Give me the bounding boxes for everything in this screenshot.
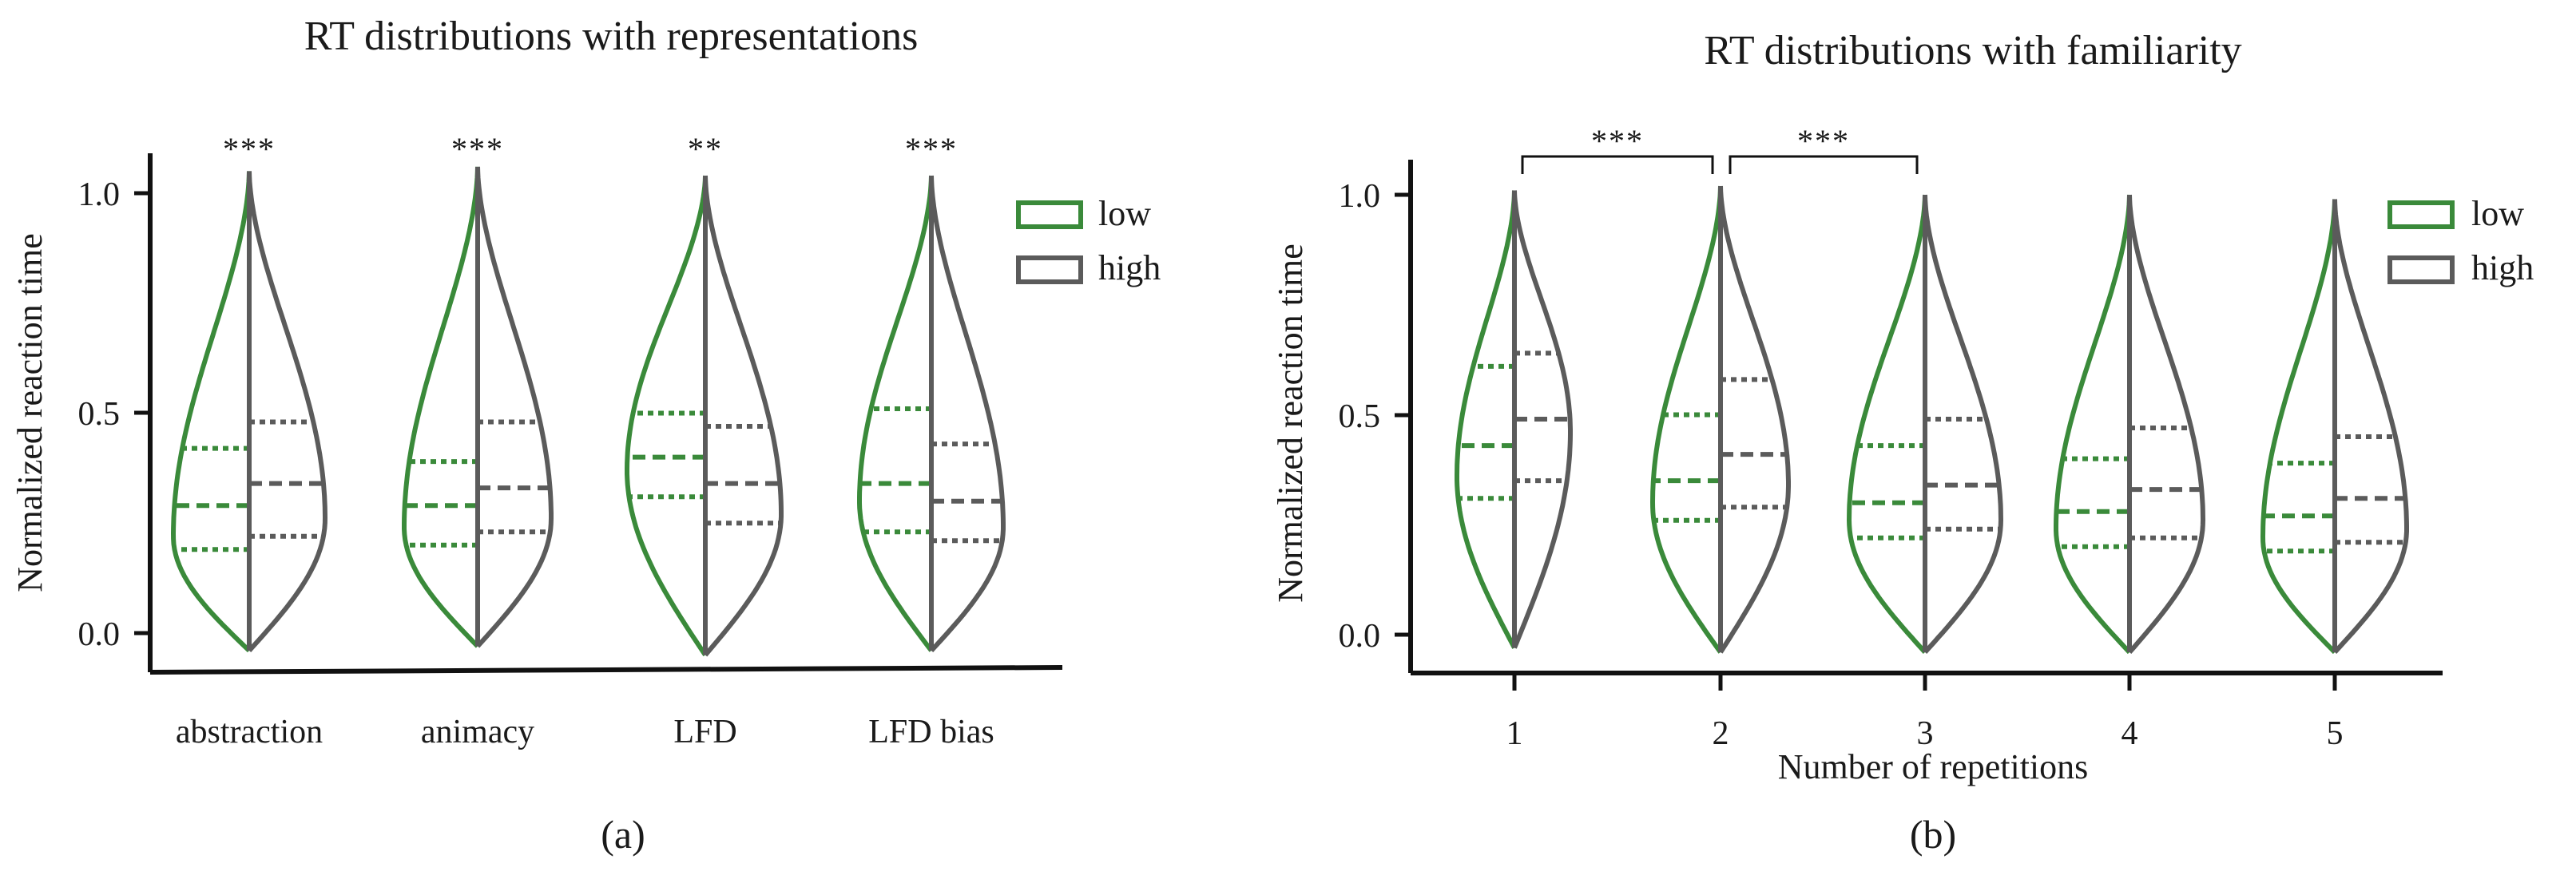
panel-a-legend-low-swatch	[1016, 200, 1083, 229]
panel-b-violin-low-3	[2054, 194, 2132, 655]
panel-a-ylabel: Normalized reaction time	[10, 233, 50, 592]
panel-b-bracket-1-2: ***	[1521, 123, 1714, 174]
panel-b-violin-outline-low-4	[2260, 199, 2337, 655]
panel-a-legend-low-label: low	[1098, 194, 1151, 233]
panel-a-legend-high-label: high	[1098, 248, 1161, 287]
panel-a-violin-outline-high-1	[475, 166, 554, 648]
panel-b-xtick-label-3: 4	[2122, 715, 2138, 752]
panel-b-legend-low-label: low	[2471, 194, 2524, 233]
panel-b-violin-outline-high-1	[1718, 185, 1791, 654]
panel-b-violin-outline-low-0	[1455, 190, 1517, 649]
panel-a-significance-0: ***	[223, 131, 276, 167]
panel-b-legend: low high	[2387, 194, 2534, 287]
panel-b-violin-outline-high-3	[2127, 194, 2205, 654]
panel-b-bracket-1-2-line	[1521, 155, 1714, 174]
panel-a-label: (a)	[601, 812, 645, 857]
panel-b-legend-high-swatch	[2387, 255, 2455, 284]
panel-b-ytick-label-1: 0.5	[1339, 398, 1381, 435]
panel-b-violin-outline-low-2	[1847, 194, 1927, 655]
panel-a-violin-low-1	[402, 166, 480, 648]
panel-b-legend-low-swatch	[2387, 200, 2455, 229]
panel-a-violin-high-3	[929, 175, 1006, 653]
panel-b-violin-low-4	[2260, 199, 2337, 655]
panel-a-violin-outline-high-2	[703, 175, 784, 657]
panel-b-ylabel: Normalized reaction time	[1271, 243, 1310, 603]
panel-b-violin-high-3	[2127, 194, 2205, 654]
panel-b-xtick-label-4: 5	[2327, 715, 2344, 752]
panel-a: RT distributions with representations 0.…	[10, 14, 1161, 857]
panel-a-significance-2: **	[688, 131, 723, 167]
panel-b-title: RT distributions with familiarity	[1704, 28, 2241, 73]
panel-b-xtick-label-1: 2	[1713, 715, 1729, 752]
panel-a-violin-high-2	[703, 175, 784, 657]
panel-b-violin-low-1	[1650, 185, 1723, 654]
panel-b-bracket-2-3-line	[1729, 155, 1919, 174]
panel-b-violin-high-4	[2332, 199, 2409, 655]
panel-a-x-axis	[149, 665, 1063, 675]
panel-a-violin-outline-low-1	[402, 166, 480, 648]
panel-b-bracket-1-2-label: ***	[1591, 123, 1644, 159]
panel-a-violin-outline-low-3	[857, 175, 934, 652]
panel-a-significance-1: ***	[451, 131, 504, 167]
panel-a-xtick-label-3: LFD bias	[868, 714, 994, 750]
panel-a-xtick-label-2: LFD	[673, 714, 736, 750]
panel-b-label: (b)	[1910, 812, 1956, 857]
panel-a-violin-outline-high-0	[247, 171, 327, 653]
panel-a-ytick-label-0: 0.0	[78, 616, 121, 653]
panel-b-violin-outline-low-1	[1650, 185, 1723, 654]
panel-b-ytick-label-0: 0.0	[1339, 618, 1381, 655]
panel-b-violins	[1455, 185, 2409, 655]
panel-a-violins	[171, 166, 1006, 657]
panel-b-violin-low-2	[1847, 194, 1927, 655]
panel-a-violin-low-0	[171, 171, 252, 653]
panel-a-significance-3: ***	[905, 131, 958, 167]
panel-a-legend: low high	[1016, 194, 1161, 287]
panel-a-violin-low-3	[857, 175, 934, 652]
panel-b-violin-outline-low-3	[2054, 194, 2132, 655]
panel-a-title: RT distributions with representations	[304, 14, 919, 59]
panel-b-bracket-2-3: ***	[1729, 123, 1919, 174]
panel-b-violin-outline-high-4	[2332, 199, 2409, 655]
panel-b-violin-high-0	[1512, 190, 1573, 649]
panel-a-legend-high-swatch	[1016, 255, 1083, 284]
panel-b-violin-high-1	[1718, 185, 1791, 654]
panel-b-xtick-label-2: 3	[1917, 715, 1934, 752]
panel-b-bracket-2-3-label: ***	[1797, 123, 1850, 159]
panel-b-violin-outline-high-2	[1923, 194, 2003, 655]
panel-a-ytick-label-2: 1.0	[78, 176, 121, 213]
panel-a-violin-outline-low-2	[625, 175, 708, 657]
panel-a-xtick-label-0: abstraction	[176, 714, 323, 750]
panel-a-violin-outline-high-3	[929, 175, 1006, 653]
panel-a-ytick-label-1: 0.5	[78, 396, 121, 433]
panel-b-xtick-label-0: 1	[1506, 715, 1523, 752]
panel-b-violin-high-2	[1923, 194, 2003, 655]
panel-a-violin-outline-low-0	[171, 171, 252, 653]
panel-b-violin-outline-high-0	[1512, 190, 1573, 649]
panel-b-legend-high-label: high	[2471, 248, 2534, 287]
panel-b-violin-low-0	[1455, 190, 1517, 649]
panel-b-ytick-label-2: 1.0	[1339, 178, 1381, 215]
panel-b-xlabel: Number of repetitions	[1778, 747, 2089, 786]
panel-a-violin-high-0	[247, 171, 327, 653]
panel-a-violin-high-1	[475, 166, 554, 648]
panel-a-xtick-label-1: animacy	[421, 714, 534, 750]
panel-a-violin-low-2	[625, 175, 708, 657]
panel-b: RT distributions with familiarity 0.0 0.…	[1271, 28, 2534, 857]
